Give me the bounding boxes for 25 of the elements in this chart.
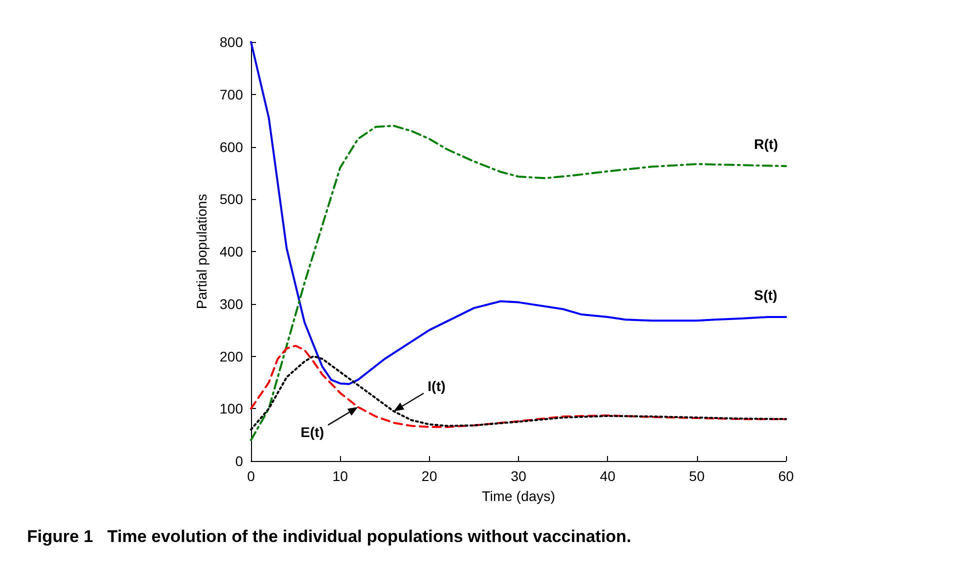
y-tick-label: 500 [220,191,244,208]
x-tick-label: 30 [510,468,526,484]
annotation: I(t) [428,378,446,394]
x-axis-title: Time (days) [482,488,556,504]
x-tick-label: 40 [600,468,616,484]
y-tick-label: 800 [220,34,244,50]
x-tick-label: 10 [332,468,348,484]
x-tick-label: 0 [247,468,256,484]
y-tick-label: 300 [220,296,244,312]
series-label: S(t) [754,286,778,303]
x-tick-label: 60 [778,468,794,484]
y-tick-label: 400 [220,244,244,260]
series-label: R(t) [754,136,778,152]
x-tick-label: 50 [689,468,705,484]
line-series [250,124,787,442]
y-tick-label: 0 [235,453,244,469]
text: Figure 1 Time evolution of the individual populations without vaccination. [27,527,632,546]
annotation: E(t) [300,424,324,440]
y-tick-label: 700 [220,86,244,102]
y-axis-title: Partial populations [194,194,210,310]
line-series [250,344,787,428]
y-tick-label: 200 [220,348,244,364]
y-tick-label: 600 [220,138,244,155]
y-tick-label: 100 [220,400,244,417]
x-tick-label: 20 [422,468,438,484]
